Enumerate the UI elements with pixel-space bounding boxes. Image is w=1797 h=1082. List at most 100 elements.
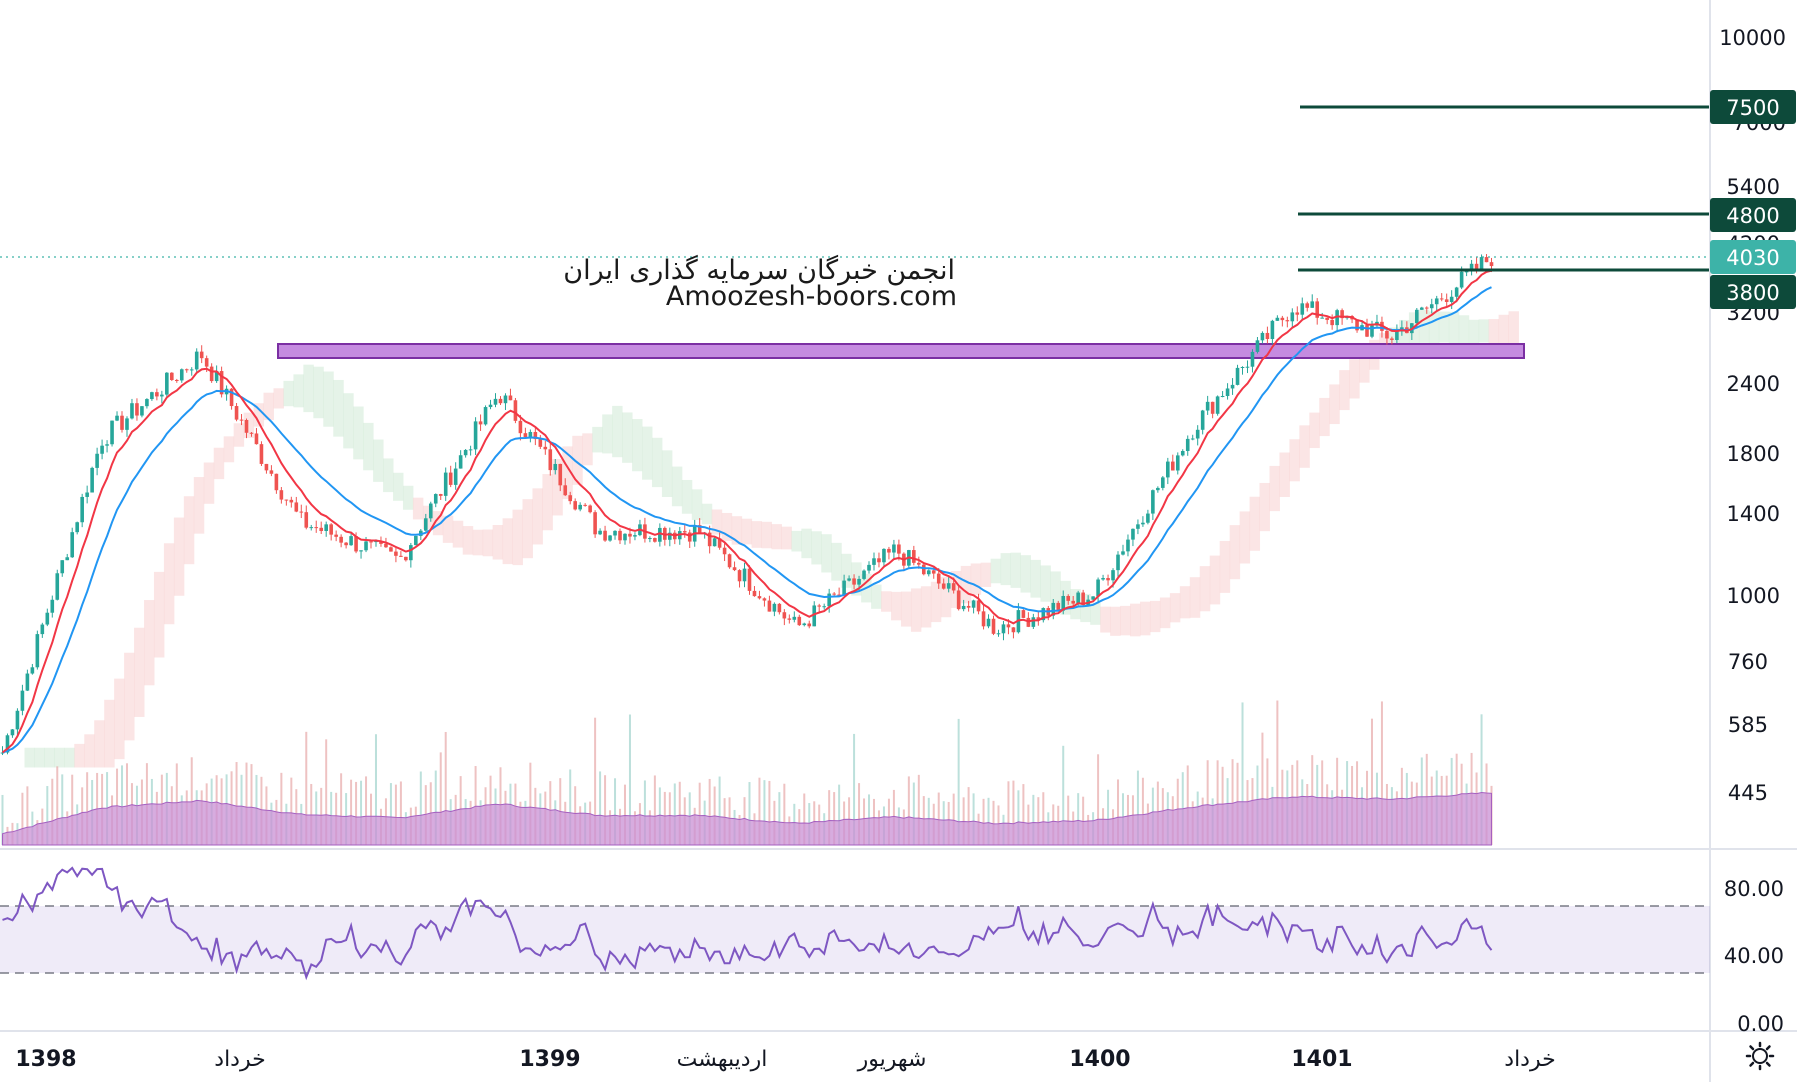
- volume-bar: [1042, 792, 1045, 845]
- candle-body: [1434, 298, 1439, 305]
- volume-bar: [399, 781, 402, 845]
- cloud-segment: [592, 426, 603, 453]
- candle-body: [100, 445, 104, 454]
- candle-body: [1385, 330, 1389, 339]
- candle-body: [130, 403, 134, 419]
- level-badge-7500[interactable]: 7500: [1710, 90, 1796, 124]
- candle-body: [573, 501, 577, 510]
- candle-body: [782, 612, 787, 619]
- candle-body: [543, 446, 548, 450]
- cloud-segment: [452, 520, 464, 548]
- volume-bar: [250, 764, 253, 845]
- cloud-segment: [1309, 412, 1320, 449]
- cloud-segment: [642, 426, 653, 480]
- candle-body: [1021, 610, 1026, 618]
- candle-body: [1051, 602, 1056, 616]
- volume-bar: [972, 793, 975, 845]
- candle-body: [1230, 384, 1235, 389]
- candle-body: [563, 485, 568, 496]
- volume-bar: [1206, 760, 1209, 845]
- price-tick: 760: [1728, 650, 1768, 674]
- cloud-segment: [811, 531, 822, 565]
- volume-bar: [833, 792, 836, 845]
- candle-body: [777, 603, 782, 613]
- volume-bar: [803, 793, 806, 845]
- cloud-segment: [273, 388, 284, 409]
- volume-bar: [374, 734, 377, 845]
- cloud-segment: [1269, 465, 1280, 512]
- candle-body: [797, 616, 802, 626]
- cloud-segment: [632, 419, 643, 472]
- cloud-segment: [1020, 555, 1031, 593]
- candle-body: [1395, 331, 1399, 341]
- candle-body: [742, 568, 747, 582]
- candle-body: [917, 562, 921, 565]
- cloud-segment: [552, 459, 563, 516]
- cloud-segment: [651, 437, 663, 488]
- resistance-zone[interactable]: [277, 343, 1525, 359]
- candle-body: [50, 599, 55, 613]
- rsi-axis[interactable]: 80.00 40.00 0.00: [1724, 877, 1784, 1036]
- candle-body: [1459, 271, 1464, 288]
- candle-body: [867, 564, 871, 571]
- volume-bar: [474, 766, 477, 845]
- candle-body: [10, 729, 15, 736]
- cloud-segment: [144, 600, 155, 686]
- current-price-badge[interactable]: 4030: [1710, 240, 1796, 274]
- candle-body: [598, 530, 602, 535]
- candle-body: [852, 578, 856, 585]
- cloud-segment: [801, 528, 812, 559]
- candle-body: [513, 400, 518, 421]
- volume-ma-area: [1, 791, 1493, 846]
- candle-body: [538, 439, 543, 447]
- candle-body: [568, 495, 573, 502]
- candle-body: [304, 512, 309, 528]
- candle-body: [1390, 338, 1394, 341]
- candle-body: [364, 541, 368, 551]
- candle-body: [184, 369, 189, 371]
- volume-bar: [434, 770, 437, 845]
- time-axis[interactable]: 1398 خرداد 1399 اردیبهشت شهریور 1400 140…: [15, 1047, 1555, 1072]
- candle-body: [931, 570, 936, 574]
- candle-body: [1180, 451, 1185, 456]
- candle-body: [996, 633, 1001, 635]
- candle-body: [1185, 438, 1190, 452]
- candle-body: [827, 593, 831, 607]
- gear-icon[interactable]: [1745, 1041, 1775, 1071]
- candle-body: [60, 560, 65, 574]
- candle-body: [359, 550, 363, 552]
- cloud-segment: [791, 530, 802, 552]
- candle-body: [1071, 600, 1075, 604]
- volume-bar: [907, 776, 910, 845]
- volume-bar: [653, 775, 656, 845]
- time-label: اردیبهشت: [677, 1047, 768, 1072]
- candle-body: [483, 407, 488, 425]
- candle-body: [787, 618, 792, 620]
- candle-body: [578, 504, 582, 510]
- volume-bar: [643, 780, 646, 845]
- level-badge-3800[interactable]: 3800: [1710, 275, 1796, 309]
- cloud-segment: [472, 529, 484, 556]
- candle-body: [324, 524, 328, 532]
- candle-body: [264, 463, 269, 471]
- candle-body: [85, 492, 89, 497]
- cloud-segment: [950, 570, 962, 608]
- level-badge-4800[interactable]: 4800: [1710, 198, 1796, 232]
- candle-body: [30, 667, 35, 674]
- cloud-segment: [173, 517, 185, 596]
- volume-bar: [245, 762, 248, 845]
- candle-body: [1290, 312, 1295, 322]
- candle-body: [623, 533, 627, 541]
- cloud-segment: [163, 543, 175, 625]
- volume-bar: [310, 783, 313, 845]
- candle-body: [802, 623, 807, 626]
- cloud-segment: [412, 497, 424, 520]
- candle-body: [1280, 317, 1285, 321]
- cloud-segment: [1130, 603, 1141, 637]
- candle-body: [717, 538, 722, 548]
- cloud-segment: [761, 521, 772, 549]
- price-axis[interactable]: 10000 7000 5400 4200 3200 2400 1800 1400…: [1719, 26, 1786, 805]
- cloud-segment: [34, 747, 45, 768]
- candle-body: [75, 522, 79, 533]
